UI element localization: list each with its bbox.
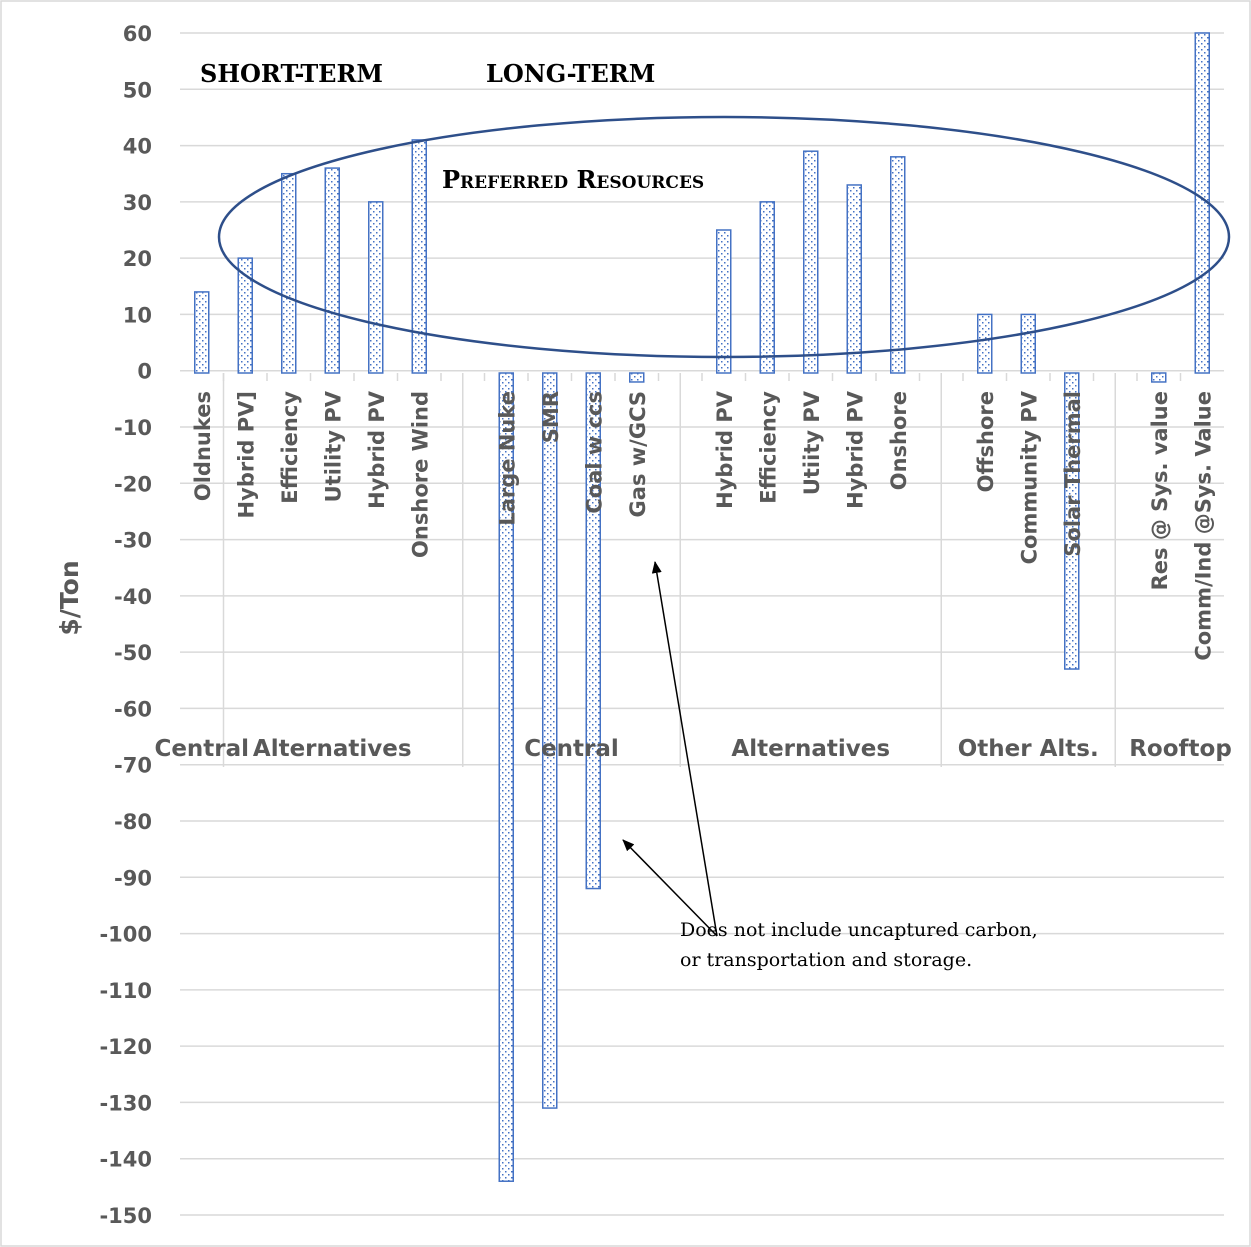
y-tick-label: -150 (99, 1204, 152, 1228)
category-label: Comm/Ind @Sys. Value (1191, 391, 1215, 661)
bar (498, 372, 514, 1182)
category-label: Hybrid PV (365, 390, 389, 509)
group-label: Central (154, 736, 249, 762)
y-tick-label: 50 (123, 78, 152, 102)
bar (281, 172, 297, 374)
group-label: Alternatives (731, 736, 890, 762)
group-labels: Central Alternatives Central Alternatives Ot… (154, 736, 1231, 762)
y-tick-label: -50 (114, 641, 152, 665)
y-tick-label: -30 (114, 529, 152, 553)
bar (629, 372, 645, 383)
category-label: Utiity PV (800, 390, 824, 495)
y-tick-label: -100 (99, 923, 152, 947)
category-label: Efficiency (278, 391, 302, 504)
note-line-1: Does not include uncaptured carbon, (680, 919, 1038, 941)
note-line-2: or transportation and storage. (680, 949, 972, 971)
group-label: Other Alts. (958, 736, 1099, 762)
group-label: Central (524, 736, 619, 762)
bar (759, 201, 775, 374)
y-tick-label: -80 (114, 810, 152, 834)
bar (803, 150, 819, 374)
bar (368, 201, 384, 374)
bar (890, 156, 906, 374)
y-tick-label: -20 (114, 472, 152, 496)
preferred-resources-label: Preferred Resources (442, 165, 704, 194)
note-arrow-to-gas (651, 561, 718, 937)
category-label: Gas w/GCS (626, 391, 650, 517)
y-tick-label: -130 (99, 1091, 152, 1115)
category-label: Hybrid PV] (234, 391, 258, 518)
category-label: Community PV (1017, 390, 1041, 564)
bar (1064, 372, 1080, 670)
category-label: SMR (539, 391, 563, 443)
category-label: Solar Thermal (1061, 391, 1085, 557)
bar (1020, 313, 1036, 374)
y-axis-ticks: 60 50 40 30 20 10 0 -10 -20 -30 -40 -50 -60 -70 -80 -90… (99, 22, 152, 1228)
y-tick-label: 60 (123, 22, 152, 46)
bar (194, 291, 210, 374)
bar (585, 372, 601, 890)
category-label: Offshore (974, 391, 998, 492)
y-tick-label: 40 (123, 135, 152, 159)
category-labels: Oldnukes Hybrid PV] Efficiency Utility PV Hy… (191, 390, 1216, 660)
bars (194, 32, 1210, 1182)
category-label: Hybrid PV (713, 390, 737, 509)
long-term-label: LONG-TERM (486, 59, 655, 88)
category-label: Utility PV (321, 390, 345, 502)
category-label: Coal w ccs (582, 391, 606, 514)
category-label: Res @ Sys. value (1148, 391, 1172, 590)
category-label: Hybrid PV (843, 390, 867, 509)
category-label: Oldnukes (191, 391, 215, 501)
bar (716, 229, 732, 374)
bar (324, 167, 340, 374)
group-label: Alternatives (253, 736, 412, 762)
category-separators (222, 373, 1182, 767)
category-label: Efficiency (756, 391, 780, 504)
bar (237, 257, 253, 374)
note-arrow-to-coal (622, 839, 718, 937)
y-tick-label: -70 (114, 754, 152, 778)
bar (846, 184, 862, 374)
y-tick-label: 10 (123, 303, 152, 327)
y-tick-label: -60 (114, 697, 152, 721)
category-label: Onshore (887, 391, 911, 490)
bar (977, 313, 993, 374)
preferred-resources-ellipse (217, 115, 1231, 359)
gridlines (180, 32, 1224, 1216)
y-tick-label: 30 (123, 191, 152, 215)
y-axis-label: $/Ton (55, 560, 84, 635)
y-tick-label: -10 (114, 416, 152, 440)
short-term-label: SHORT-TERM (200, 59, 383, 88)
category-label: Onshore Wind (408, 391, 432, 558)
y-tick-label: -140 (99, 1148, 152, 1172)
bar (542, 372, 558, 1109)
y-tick-label: -90 (114, 866, 152, 890)
y-tick-label: 0 (137, 360, 152, 384)
bar (411, 139, 427, 374)
y-tick-label: -110 (99, 979, 152, 1003)
bar (1151, 372, 1167, 383)
group-label: Rooftop (1129, 736, 1232, 762)
y-tick-label: -120 (99, 1035, 152, 1059)
category-label: Large Nuke (495, 391, 519, 526)
y-tick-label: -40 (114, 585, 152, 609)
y-tick-label: 20 (123, 247, 152, 271)
